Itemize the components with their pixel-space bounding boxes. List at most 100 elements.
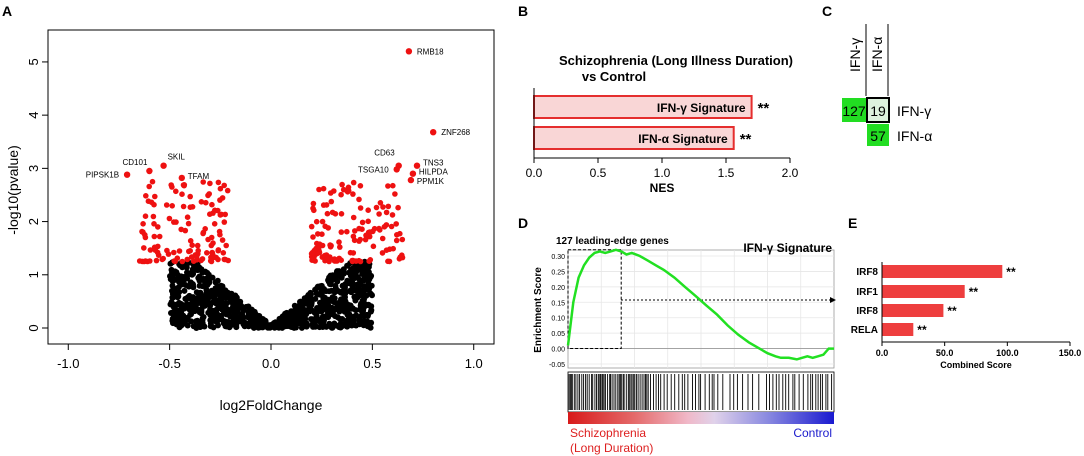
volcano-y-tick-label: 5 <box>26 58 41 65</box>
volcano-point-ns <box>356 321 363 328</box>
volcano-point-labeled <box>178 174 185 182</box>
volcano-point-sig <box>345 187 352 194</box>
volcano-point-ns <box>339 316 346 322</box>
volcano-point-sig <box>215 247 221 254</box>
volcano-point-sig <box>147 247 154 253</box>
volcano-point-ns <box>331 320 338 327</box>
nes-bar-label: IFN-γ Signature <box>657 101 746 115</box>
volcano-point-ns <box>261 322 268 328</box>
volcano-point-ns <box>173 269 180 276</box>
volcano-point-sig <box>395 204 401 211</box>
volcano-gene-label: SKIL <box>168 153 186 162</box>
volcano-point-ns <box>228 290 235 297</box>
volcano-point-sig <box>215 207 221 214</box>
volcano-point-sig <box>324 210 331 217</box>
volcano-point-ns <box>170 309 177 316</box>
volcano-x-tick-label: -0.5 <box>158 356 180 371</box>
volcano-point-ns <box>210 324 217 331</box>
volcano-point-ns <box>277 317 284 324</box>
volcano-point-ns <box>222 294 229 301</box>
gsea-plot: 0.30 0.25 0.20 0.15 0.10 0.05 0.00 -0.05 127 le… <box>533 236 836 455</box>
volcano-point-ns <box>329 311 336 318</box>
volcano-point-ns <box>367 324 374 331</box>
volcano-point-ns <box>194 306 201 313</box>
volcano-point-ns <box>168 299 175 305</box>
volcano-point-ns <box>293 324 299 331</box>
panel-label-d: D <box>518 215 528 231</box>
volcano-point-ns <box>357 263 364 269</box>
volcano-point-sig <box>319 231 325 237</box>
volcano-point-ns <box>361 320 368 327</box>
volcano-point-sig <box>367 229 373 235</box>
volcano-point-ns <box>223 307 230 314</box>
volcano-point-sig <box>217 231 223 238</box>
volcano-point-sig <box>223 242 229 249</box>
volcano-point-sig <box>190 258 197 265</box>
volcano-point-sig <box>385 183 391 189</box>
volcano-point-ns <box>233 299 239 306</box>
nes-xlabel: NES <box>650 181 675 195</box>
volcano-point-sig <box>324 255 331 261</box>
volcano-point-sig <box>163 202 170 208</box>
volcano-point-ns <box>321 317 327 324</box>
volcano-point-ns <box>365 264 372 270</box>
volcano-point-sig <box>215 179 222 186</box>
volcano-y-ticks: 0 1 2 3 4 5 <box>26 58 48 332</box>
gsea-ylabel: Enrichment Score <box>533 267 544 353</box>
volcano-point-ns <box>182 282 189 288</box>
volcano-point-ns <box>313 290 320 297</box>
volcano-point-sig <box>164 247 170 254</box>
volcano-point-sig <box>204 250 210 256</box>
volcano-point-sig <box>310 205 316 212</box>
volcano-point-sig <box>325 225 332 231</box>
volcano-point-sig <box>362 236 369 243</box>
volcano-point-ns <box>200 275 207 282</box>
volcano-point-ns <box>198 266 205 273</box>
volcano-point-ns <box>213 285 220 291</box>
volcano-gene-label: CD63 <box>374 149 395 158</box>
overlap-cell-ifng-ifng <box>842 98 866 122</box>
volcano-points <box>123 48 437 331</box>
volcano-point-ns <box>228 320 235 327</box>
volcano-point-sig <box>388 223 395 230</box>
volcano-point-ns <box>198 310 205 317</box>
volcano-point-ns <box>312 295 319 302</box>
volcano-point-ns <box>309 316 316 323</box>
volcano-point-ns <box>212 290 219 297</box>
volcano-point-ns <box>354 292 361 299</box>
volcano-point-ns <box>312 323 319 330</box>
combined-score-chart: IRF8 ** IRF1 ** IRF8 ** RELA ** 0.0 50.0 100.0 150… <box>851 262 1081 370</box>
volcano-gene-label: CD101 <box>122 158 147 167</box>
volcano-point-ns <box>204 281 211 288</box>
gsea-grid <box>568 250 834 368</box>
volcano-point-ns <box>368 272 375 279</box>
overlap-row-label-ifng: IFN-γ <box>897 103 931 119</box>
volcano-point-ns <box>169 278 176 285</box>
combined-score-xlabel: Combined Score <box>940 360 1012 370</box>
volcano-point-ns <box>357 287 364 294</box>
volcano-point-sig <box>352 228 358 234</box>
volcano-gene-label: TFAM <box>188 172 210 181</box>
volcano-point-sig <box>370 243 377 250</box>
volcano-point-sig <box>327 190 334 196</box>
nes-significance: ** <box>740 131 752 148</box>
volcano-point-sig <box>356 196 362 203</box>
volcano-point-sig <box>208 234 215 241</box>
volcano-point-sig <box>363 232 369 239</box>
volcano-point-sig <box>140 221 146 227</box>
gsea-y-tick-label: 0.30 <box>551 254 565 261</box>
volcano-point-sig <box>222 211 228 218</box>
volcano-point-sig <box>199 256 206 262</box>
volcano-point-ns <box>315 308 322 315</box>
volcano-point-ns <box>248 314 255 321</box>
volcano-point-sig <box>385 203 392 210</box>
volcano-point-ns <box>365 311 371 318</box>
volcano-point-ns <box>214 277 221 284</box>
volcano-point-ns <box>184 272 191 279</box>
gsea-leading-edge-box <box>567 249 622 349</box>
volcano-point-ns <box>221 318 227 324</box>
volcano-point-sig <box>174 255 181 261</box>
volcano-point-sig <box>145 198 152 204</box>
volcano-point-ns <box>247 322 254 329</box>
volcano-point-ns <box>361 300 368 307</box>
